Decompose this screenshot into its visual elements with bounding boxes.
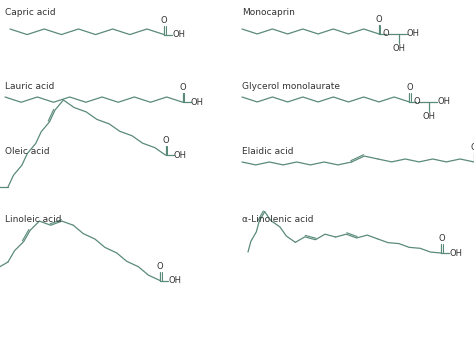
- Text: OH: OH: [173, 151, 186, 160]
- Text: O: O: [162, 136, 169, 145]
- Text: Capric acid: Capric acid: [5, 8, 55, 17]
- Text: O: O: [383, 29, 389, 38]
- Text: OH: OH: [172, 30, 185, 39]
- Text: Monocaprin: Monocaprin: [242, 8, 295, 17]
- Text: O: O: [406, 83, 413, 92]
- Text: OH: OH: [168, 276, 181, 285]
- Text: O: O: [161, 16, 167, 24]
- Text: Glycerol monolaurate: Glycerol monolaurate: [242, 82, 340, 91]
- Text: O: O: [471, 143, 474, 152]
- Text: OH: OH: [423, 112, 436, 121]
- Text: O: O: [413, 97, 419, 107]
- Text: OH: OH: [449, 248, 463, 257]
- Text: OH: OH: [191, 98, 204, 107]
- Text: Lauric acid: Lauric acid: [5, 82, 55, 91]
- Text: OH: OH: [392, 44, 405, 53]
- Text: Elaidic acid: Elaidic acid: [242, 147, 293, 156]
- Text: O: O: [375, 15, 382, 24]
- Text: O: O: [157, 262, 164, 270]
- Text: OH: OH: [438, 97, 450, 107]
- Text: Oleic acid: Oleic acid: [5, 147, 50, 156]
- Text: OH: OH: [407, 29, 420, 38]
- Text: α-Linolenic acid: α-Linolenic acid: [242, 215, 313, 224]
- Text: O: O: [180, 83, 186, 92]
- Text: Linoleic acid: Linoleic acid: [5, 215, 62, 224]
- Text: O: O: [438, 234, 445, 243]
